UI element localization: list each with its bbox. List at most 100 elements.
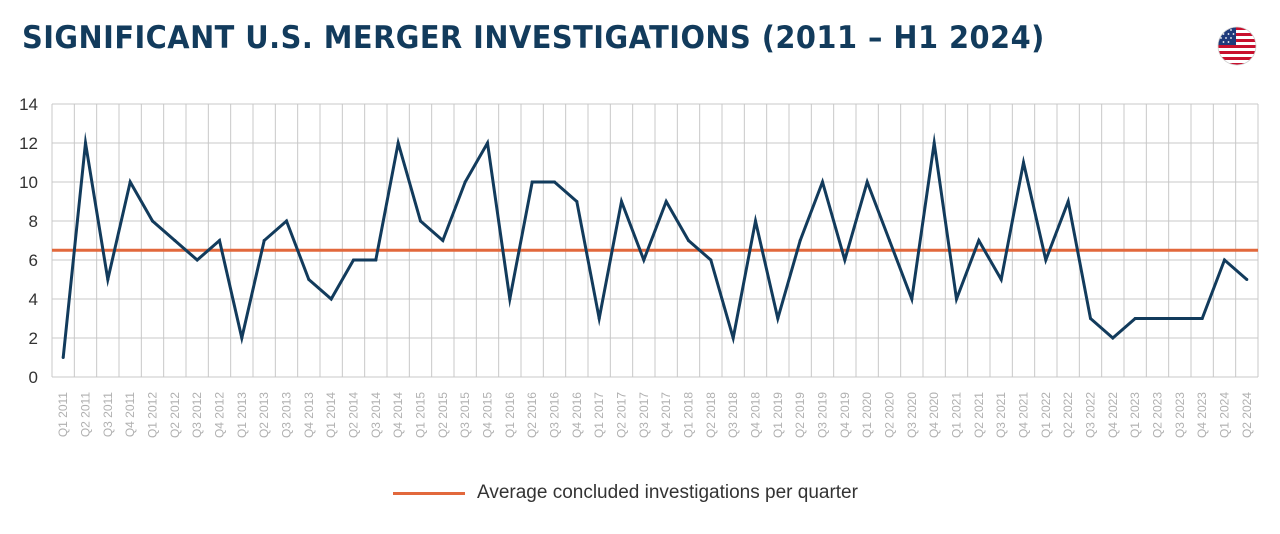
data-point: [754, 219, 757, 223]
x-tick-label: Q4 2017: [659, 392, 673, 438]
data-point: [441, 239, 445, 242]
chart-grid: [51, 103, 1259, 378]
x-tick-label: Q3 2015: [458, 392, 472, 438]
data-point: [374, 258, 378, 262]
data-point: [821, 180, 824, 184]
data-point: [910, 297, 914, 301]
x-tick-label: Q2 2013: [257, 392, 271, 438]
x-tick-label: Q1 2024: [1218, 392, 1232, 438]
x-tick-label: Q1 2015: [414, 392, 428, 438]
x-tick-label: Q2 2020: [883, 392, 897, 438]
data-point: [240, 336, 244, 340]
x-tick-label: Q2 2011: [79, 392, 93, 437]
data-point: [977, 239, 981, 242]
x-tick-label: Q4 2011: [123, 392, 137, 437]
data-point: [1178, 317, 1182, 320]
data-point: [932, 141, 936, 145]
x-tick-label: Q1 2012: [146, 392, 160, 438]
x-tick-label: Q4 2014: [391, 392, 405, 438]
data-point: [262, 239, 266, 242]
x-tick-label: Q2 2012: [168, 392, 182, 438]
x-tick-label: Q3 2018: [726, 392, 740, 438]
x-tick-label: Q1 2011: [56, 392, 70, 437]
x-tick-label: Q4 2013: [302, 392, 316, 438]
x-tick-label: Q2 2018: [704, 392, 718, 438]
data-point: [1022, 161, 1025, 164]
data-point: [530, 180, 534, 184]
x-tick-label: Q3 2020: [905, 392, 919, 438]
data-point: [151, 219, 154, 223]
x-tick-label: Q4 2018: [749, 392, 763, 438]
data-point: [798, 239, 802, 242]
x-tick-label: Q3 2019: [816, 392, 830, 438]
x-tick-label: Q2 2017: [615, 392, 629, 438]
x-axis: Q1 2011 Q2 2011 Q3 2011 Q4 2011 Q1 2012 Q2 20…: [56, 392, 1254, 438]
x-tick-label: Q3 2013: [280, 392, 294, 438]
data-point: [195, 258, 199, 262]
data-point: [1044, 258, 1048, 262]
chart-title: SIGNIFICANT U.S. MERGER INVESTIGATIONS (…: [22, 20, 1045, 56]
x-tick-label: Q1 2023: [1128, 392, 1142, 438]
data-point: [999, 278, 1003, 281]
x-tick-label: Q4 2023: [1195, 392, 1209, 438]
data-point: [1223, 258, 1226, 262]
x-tick-label: Q3 2012: [190, 392, 204, 438]
data-point: [1245, 278, 1249, 281]
x-tick-label: Q2 2014: [347, 392, 361, 438]
data-point: [329, 297, 333, 301]
data-point: [1200, 317, 1204, 320]
x-tick-label: Q4 2021: [1017, 392, 1031, 438]
x-tick-label: Q3 2011: [101, 392, 115, 437]
data-point: [731, 336, 735, 340]
data-point: [463, 180, 467, 184]
x-tick-label: Q3 2023: [1173, 392, 1187, 438]
x-tick-label: Q2 2019: [793, 392, 807, 438]
x-tick-label: Q1 2018: [682, 392, 696, 438]
x-tick-label: Q3 2014: [369, 392, 383, 438]
data-point: [620, 200, 623, 203]
x-tick-label: Q4 2019: [838, 392, 852, 438]
data-point: [84, 141, 87, 145]
data-point: [575, 200, 579, 203]
data-point: [307, 278, 311, 281]
y-tick-label: 0: [29, 368, 38, 387]
data-point: [486, 141, 489, 145]
x-tick-label: Q4 2016: [570, 392, 584, 438]
legend-label-average: Average concluded investigations per qua…: [477, 482, 858, 503]
data-point: [687, 239, 690, 242]
data-point: [1156, 317, 1159, 320]
x-tick-label: Q1 2020: [860, 392, 874, 438]
data-point: [553, 180, 556, 184]
data-point: [218, 239, 221, 242]
x-tick-label: Q2 2015: [436, 392, 450, 438]
x-tick-label: Q4 2022: [1106, 392, 1120, 438]
x-tick-label: Q3 2017: [637, 392, 651, 438]
data-point: [508, 297, 512, 301]
y-tick-label: 14: [19, 95, 38, 114]
x-tick-label: Q1 2016: [503, 392, 517, 438]
x-tick-label: Q1 2021: [950, 392, 964, 438]
data-point: [1111, 336, 1115, 340]
data-point: [865, 180, 869, 184]
y-tick-label: 4: [29, 290, 38, 309]
legend-swatch-average: [393, 491, 465, 495]
x-tick-label: Q1 2022: [1039, 392, 1053, 438]
x-tick-label: Q2 2021: [972, 392, 986, 438]
x-tick-label: Q1 2013: [235, 392, 249, 438]
data-point: [1066, 200, 1070, 203]
data-point: [843, 258, 847, 262]
x-tick-label: Q2 2024: [1240, 392, 1254, 438]
data-point: [285, 219, 288, 223]
x-tick-label: Q1 2014: [324, 392, 338, 438]
series-line: [61, 131, 1248, 358]
x-tick-label: Q1 2017: [592, 392, 606, 438]
data-point: [106, 278, 110, 281]
data-point: [709, 258, 713, 262]
data-point: [173, 239, 177, 242]
data-point: [396, 141, 400, 145]
x-tick-label: Q2 2022: [1061, 392, 1075, 438]
x-tick-label: Q2 2016: [525, 392, 539, 438]
y-tick-label: 6: [29, 251, 38, 270]
data-point: [776, 317, 780, 320]
